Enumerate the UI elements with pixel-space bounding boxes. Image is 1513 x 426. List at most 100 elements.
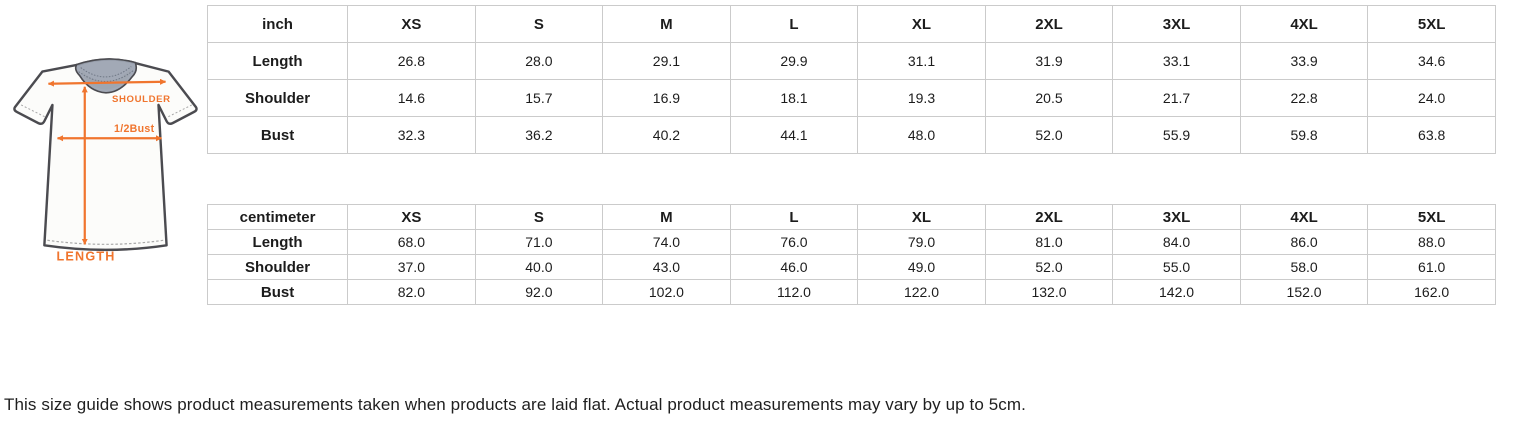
size-header-cell: M (602, 204, 731, 230)
measurement-value-cell: 92.0 (474, 279, 604, 305)
measurement-value-cell: 63.8 (1367, 116, 1496, 154)
measurement-value-cell: 26.8 (347, 42, 476, 80)
size-table-inch: inch XS S M L XL 2XL 3XL 4XL 5XL Length 26.8 28.0 29.… (206, 5, 1496, 154)
measurement-value-cell: 36.2 (474, 116, 604, 154)
measurement-value-cell: 24.0 (1367, 79, 1496, 117)
measurement-value-cell: 112.0 (729, 279, 859, 305)
measurement-value-cell: 29.9 (729, 42, 859, 80)
collar-rib-texture (78, 66, 134, 82)
measurement-value-cell: 33.1 (1112, 42, 1241, 80)
measurement-value-cell: 31.9 (984, 42, 1114, 80)
measurement-value-cell: 22.8 (1239, 79, 1369, 117)
measurement-value-cell: 102.0 (602, 279, 731, 305)
size-header-cell: L (729, 5, 859, 43)
size-header-cell: 4XL (1239, 5, 1369, 43)
measurement-value-cell: 40.0 (474, 254, 604, 280)
measurement-value-cell: 14.6 (347, 79, 476, 117)
measurement-value-cell: 19.3 (857, 79, 986, 117)
measurement-value-cell: 43.0 (602, 254, 731, 280)
measurement-value-cell: 18.1 (729, 79, 859, 117)
measurement-value-cell: 31.1 (857, 42, 986, 80)
size-header-cell: M (602, 5, 731, 43)
measurement-value-cell: 55.0 (1112, 254, 1241, 280)
bust-label: 1/2Bust (114, 123, 155, 135)
measurement-row: Shoulder 14.6 15.7 16.9 18.1 19.3 20.5 21.7 22.8… (206, 79, 1496, 117)
size-header-cell: 2XL (984, 204, 1114, 230)
unit-header-cell: inch (206, 5, 349, 43)
size-header-cell: XL (857, 204, 986, 230)
measurement-value-cell: 37.0 (347, 254, 476, 280)
measurement-value-cell: 32.3 (347, 116, 476, 154)
measurement-value-cell: 152.0 (1239, 279, 1369, 305)
size-header-cell: 3XL (1112, 5, 1241, 43)
measurement-value-cell: 76.0 (729, 229, 859, 255)
size-header-cell: XL (857, 5, 986, 43)
measurement-value-cell: 44.1 (729, 116, 859, 154)
measurement-value-cell: 48.0 (857, 116, 986, 154)
measurement-value-cell: 61.0 (1367, 254, 1496, 280)
size-tables-area: inch XS S M L XL 2XL 3XL 4XL 5XL Length 26.8 28.0 29.… (206, 5, 1496, 305)
size-header-cell: 5XL (1367, 204, 1496, 230)
measurement-value-cell: 86.0 (1239, 229, 1369, 255)
measurement-label-cell: Shoulder (206, 79, 349, 117)
size-header-row: centimeter XS S M L XL 2XL 3XL 4XL 5XL (206, 204, 1496, 230)
measurement-value-cell: 132.0 (984, 279, 1114, 305)
measurement-label-cell: Shoulder (206, 254, 349, 280)
measurement-value-cell: 162.0 (1367, 279, 1496, 305)
measurement-value-cell: 52.0 (984, 254, 1114, 280)
size-header-cell: S (474, 204, 604, 230)
sleeve-stitch-right (167, 104, 193, 118)
measurement-value-cell: 49.0 (857, 254, 986, 280)
measurement-value-cell: 122.0 (857, 279, 986, 305)
measurement-value-cell: 82.0 (347, 279, 476, 305)
measurement-value-cell: 59.8 (1239, 116, 1369, 154)
measurement-value-cell: 20.5 (984, 79, 1114, 117)
measurement-value-cell: 79.0 (857, 229, 986, 255)
size-header-cell: S (474, 5, 604, 43)
measurement-value-cell: 142.0 (1112, 279, 1241, 305)
measurement-value-cell: 55.9 (1112, 116, 1241, 154)
size-header-cell: 3XL (1112, 204, 1241, 230)
measurement-value-cell: 84.0 (1112, 229, 1241, 255)
measurement-row: Shoulder 37.0 40.0 43.0 46.0 49.0 52.0 55.0 58.0… (206, 254, 1496, 280)
size-header-cell: L (729, 204, 859, 230)
size-header-row: inch XS S M L XL 2XL 3XL 4XL 5XL (206, 5, 1496, 43)
shoulder-arrow (47, 78, 167, 87)
size-header-cell: XS (347, 204, 476, 230)
size-header-cell: 4XL (1239, 204, 1369, 230)
measurement-row: Length 26.8 28.0 29.1 29.9 31.1 31.9 33.1 33.9 34… (206, 42, 1496, 80)
tshirt-measurement-diagram: SHOULDER 1/2Bust LENGTH (13, 58, 198, 263)
shoulder-label: SHOULDER (112, 94, 171, 105)
measurement-row: Bust 82.0 92.0 102.0 112.0 122.0 132.0 142.0 152… (206, 279, 1496, 305)
measurement-value-cell: 28.0 (474, 42, 604, 80)
measurement-value-cell: 74.0 (602, 229, 731, 255)
measurement-value-cell: 33.9 (1239, 42, 1369, 80)
measurement-value-cell: 88.0 (1367, 229, 1496, 255)
measurement-value-cell: 40.2 (602, 116, 731, 154)
measurement-label-cell: Bust (206, 116, 349, 154)
measurement-row: Length 68.0 71.0 74.0 76.0 79.0 81.0 84.0 86.0 88… (206, 229, 1496, 255)
size-guide-note: This size guide shows product measuremen… (4, 395, 1026, 414)
size-header-cell: 2XL (984, 5, 1114, 43)
measurement-value-cell: 34.6 (1367, 42, 1496, 80)
length-label: LENGTH (56, 249, 115, 263)
size-table-centimeter: centimeter XS S M L XL 2XL 3XL 4XL 5XL Length 68.0 7… (206, 204, 1496, 305)
measurement-value-cell: 52.0 (984, 116, 1114, 154)
measurement-row: Bust 32.3 36.2 40.2 44.1 48.0 52.0 55.9 59.8 63.8 (206, 116, 1496, 154)
unit-header-cell: centimeter (206, 204, 349, 230)
measurement-value-cell: 29.1 (602, 42, 731, 80)
measurement-label-cell: Length (206, 42, 349, 80)
measurement-value-cell: 46.0 (729, 254, 859, 280)
size-header-cell: 5XL (1367, 5, 1496, 43)
measurement-label-cell: Bust (206, 279, 349, 305)
measurement-value-cell: 15.7 (474, 79, 604, 117)
measurement-value-cell: 58.0 (1239, 254, 1369, 280)
measurement-value-cell: 21.7 (1112, 79, 1241, 117)
measurement-value-cell: 71.0 (474, 229, 604, 255)
measurement-value-cell: 16.9 (602, 79, 731, 117)
tshirt-outline (13, 58, 198, 252)
sleeve-stitch-left (20, 104, 46, 118)
measurement-label-cell: Length (206, 229, 349, 255)
size-header-cell: XS (347, 5, 476, 43)
